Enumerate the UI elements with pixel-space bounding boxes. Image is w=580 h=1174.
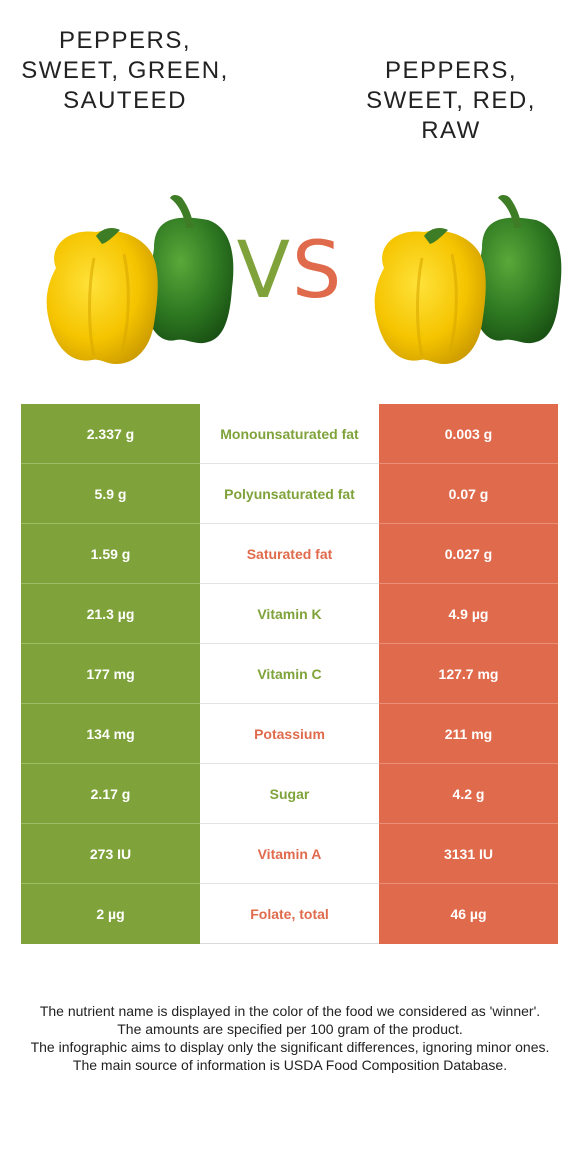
- footnote-line: The main source of information is USDA F…: [72, 1057, 508, 1073]
- left-value: 1.59 g: [21, 524, 200, 584]
- nutrient-name: Polyunsaturated fat: [200, 464, 379, 524]
- table-row: 1.59 g Saturated fat 0.027 g: [21, 524, 558, 584]
- nutrient-name: Potassium: [200, 704, 379, 764]
- table-row: 2.17 g Sugar 4.2 g: [21, 764, 558, 824]
- table-row: 2 µg Folate, total 46 µg: [21, 884, 558, 944]
- right-value: 0.07 g: [379, 464, 558, 524]
- left-value: 177 mg: [21, 644, 200, 704]
- nutrient-name: Folate, total: [200, 884, 379, 944]
- right-value: 4.9 µg: [379, 584, 558, 644]
- nutrient-name: Saturated fat: [200, 524, 379, 584]
- left-value: 2.17 g: [21, 764, 200, 824]
- left-value: 134 mg: [21, 704, 200, 764]
- left-value: 2 µg: [21, 884, 200, 944]
- right-value: 0.027 g: [379, 524, 558, 584]
- bell-peppers-icon: [374, 195, 562, 364]
- left-value: 21.3 µg: [21, 584, 200, 644]
- table-row: 21.3 µg Vitamin K 4.9 µg: [21, 584, 558, 644]
- vs-letter-v: V: [236, 226, 292, 316]
- right-value: 127.7 mg: [379, 644, 558, 704]
- footnote: The nutrient name is displayed in the co…: [20, 1002, 560, 1074]
- nutrient-name: Vitamin A: [200, 824, 379, 884]
- table-row: 177 mg Vitamin C 127.7 mg: [21, 644, 558, 704]
- footnote-line: The infographic aims to display only the…: [30, 1039, 550, 1055]
- left-value: 5.9 g: [21, 464, 200, 524]
- left-value: 273 IU: [21, 824, 200, 884]
- nutrient-name: Sugar: [200, 764, 379, 824]
- footnote-line: The amounts are specified per 100 gram o…: [117, 1021, 463, 1037]
- table-row: 273 IU Vitamin A 3131 IU: [21, 824, 558, 884]
- food-title-right: Peppers, sweet, red, raw: [366, 57, 536, 144]
- right-value: 211 mg: [379, 704, 558, 764]
- footnote-line: The nutrient name is displayed in the co…: [39, 1003, 541, 1019]
- right-value: 4.2 g: [379, 764, 558, 824]
- nutrient-name: Vitamin C: [200, 644, 379, 704]
- right-value: 3131 IU: [379, 824, 558, 884]
- left-value: 2.337 g: [21, 404, 200, 464]
- table-row: 2.337 g Monounsaturated fat 0.003 g: [21, 404, 558, 464]
- table-row: 134 mg Potassium 211 mg: [21, 704, 558, 764]
- right-value: 0.003 g: [379, 404, 558, 464]
- table-row: 5.9 g Polyunsaturated fat 0.07 g: [21, 464, 558, 524]
- food-title-left: Peppers, sweet, green, sauteed: [21, 27, 229, 114]
- right-value: 46 µg: [379, 884, 558, 944]
- bell-peppers-icon: [46, 195, 234, 364]
- vs-letter-s: S: [291, 226, 344, 316]
- comparison-table: 2.337 g Monounsaturated fat 0.003 g 5.9 g Po…: [21, 404, 558, 944]
- nutrient-name: Monounsaturated fat: [200, 404, 379, 464]
- nutrient-name: Vitamin K: [200, 584, 379, 644]
- vs-label: VS: [226, 226, 354, 316]
